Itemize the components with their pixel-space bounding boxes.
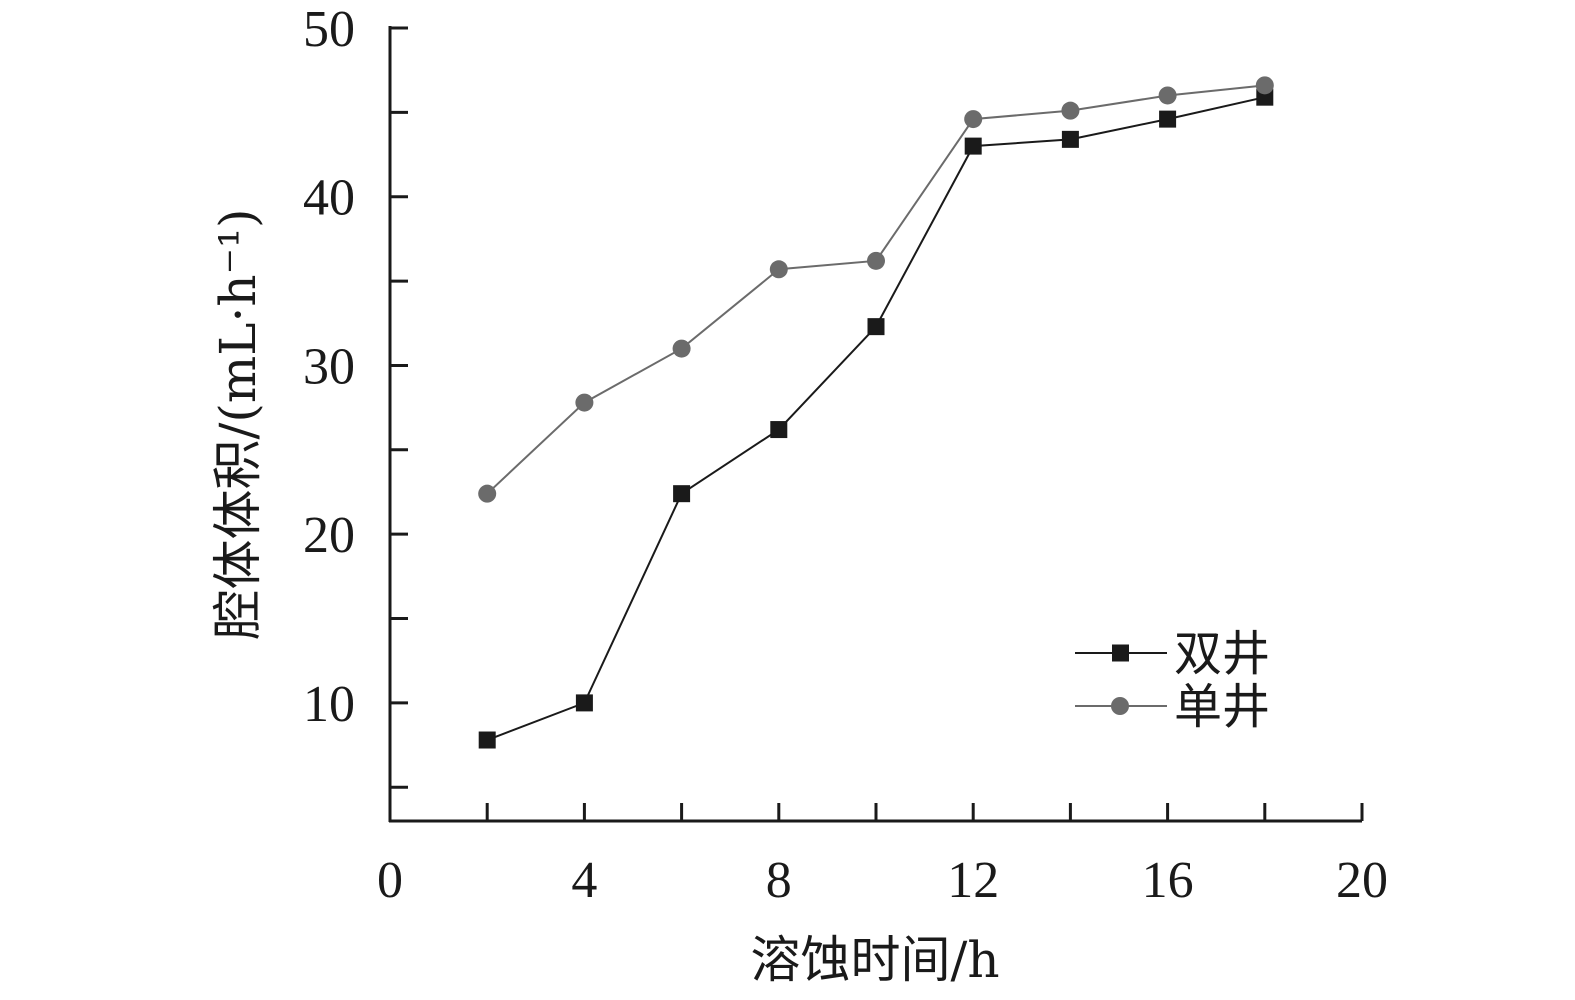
y-axis-title: 腔体体积/(mL·h⁻¹) <box>209 208 267 639</box>
series-1 <box>478 88 1274 749</box>
x-tick-label: 12 <box>947 852 999 909</box>
x-tick-label: 0 <box>377 852 403 909</box>
data-point <box>1159 110 1177 128</box>
legend-label: 单井 <box>1174 679 1270 735</box>
data-point <box>769 260 788 279</box>
x-tick-label: 16 <box>1142 852 1194 909</box>
data-point <box>672 339 691 358</box>
axes: 0 4 8 12 16 20 10 20 30 40 50 <box>303 1 1388 909</box>
x-tick-label: 4 <box>571 852 597 909</box>
data-point <box>1255 76 1274 95</box>
data-point <box>964 110 983 129</box>
data-point <box>867 251 885 270</box>
data-point <box>1158 86 1177 105</box>
data-point <box>575 393 594 412</box>
y-tick-label: 10 <box>303 676 355 733</box>
x-axis-title: 溶蚀时间/h <box>750 931 999 989</box>
legend-item: 双井 <box>1075 626 1270 682</box>
y-tick-label: 40 <box>303 170 355 227</box>
series-layer <box>478 76 1274 749</box>
data-point <box>673 485 691 503</box>
data-point <box>478 484 497 503</box>
data-point <box>964 137 982 155</box>
y-tick-label: 20 <box>303 507 355 564</box>
series-line <box>486 96 1266 741</box>
series-line <box>486 84 1265 495</box>
legend-label: 双井 <box>1174 626 1270 682</box>
data-point <box>1061 130 1079 148</box>
data-point <box>478 731 496 749</box>
data-point <box>1061 101 1080 120</box>
data-point <box>867 318 885 336</box>
legend-marker <box>1112 644 1129 662</box>
data-point <box>575 694 593 712</box>
x-tick-label: 8 <box>766 852 792 909</box>
x-tick-label: 20 <box>1336 852 1388 909</box>
y-tick-label: 30 <box>303 338 355 395</box>
legend-marker <box>1111 697 1129 715</box>
data-point <box>770 421 788 439</box>
y-tick-label: 50 <box>303 1 355 58</box>
legend-item: 单井 <box>1075 679 1270 735</box>
series-2 <box>478 76 1274 503</box>
